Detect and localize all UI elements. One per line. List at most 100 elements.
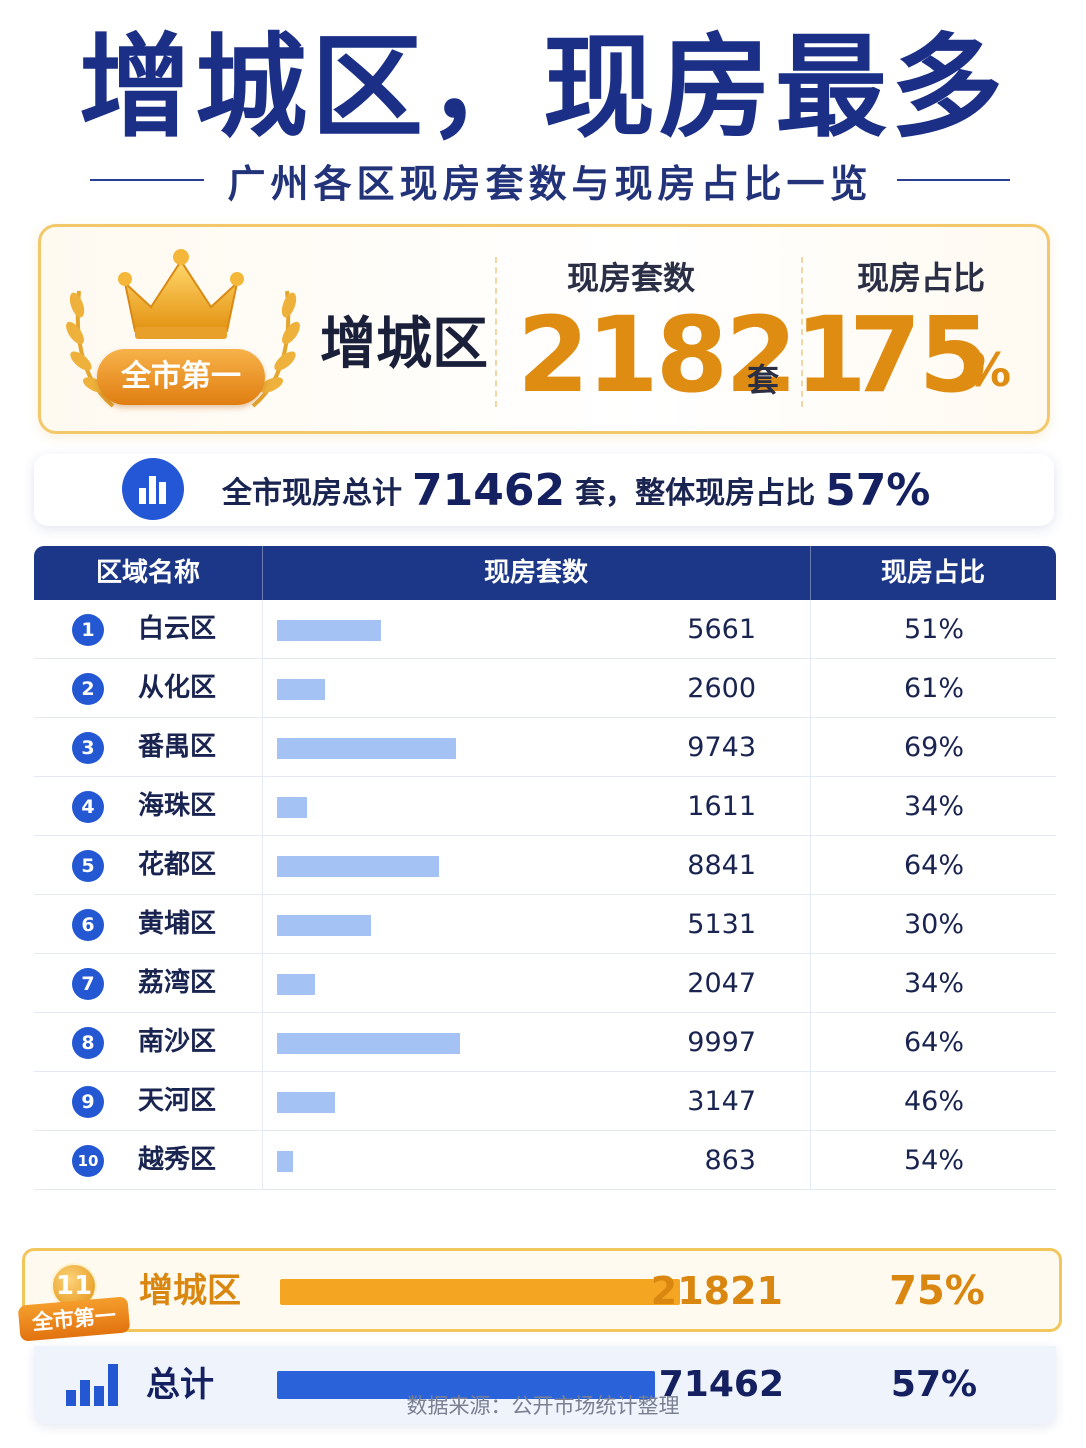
district-table: 区域名称 现房套数 现房占比 10 越秀区 863 54% 9 天河区 3147 46% 8 南沙…: [17, 546, 1062, 1424]
table-row: 4 海珠区 1611 34%: [34, 777, 1056, 836]
bar-增城区: [280, 1279, 680, 1305]
column-divider: [810, 1072, 811, 1131]
row-rank-badge: 4: [72, 791, 104, 823]
bar-花都区: [277, 856, 439, 877]
summary-share: 57%: [825, 464, 931, 516]
share-label: 现房占比: [856, 259, 985, 297]
row-count: 9997: [687, 1027, 756, 1058]
row-count: 8841: [687, 850, 756, 881]
column-divider: [810, 718, 811, 777]
row-rank-badge: 9: [72, 1086, 104, 1118]
column-divider: [262, 954, 263, 1013]
row-share: 75%: [889, 1268, 985, 1314]
column-divider: [810, 1131, 811, 1190]
summary-total: 71462: [412, 464, 566, 516]
count-value: 21821: [517, 294, 867, 416]
bar-番禺区: [277, 738, 456, 759]
bar-南沙区: [277, 1033, 460, 1054]
bar-total: [277, 1371, 655, 1399]
table-row: 10 越秀区 863 54%: [34, 1131, 1056, 1190]
column-divider: [810, 836, 811, 895]
summary-middle: 套，整体现房占比: [575, 476, 816, 511]
row-count: 9743: [687, 732, 756, 763]
row-count: 863: [704, 1145, 756, 1176]
table-row: 2 从化区 2600 61%: [34, 659, 1056, 718]
bar-黄埔区: [277, 915, 371, 936]
column-divider: [262, 895, 263, 954]
top-district-name: 增城区: [320, 312, 488, 377]
bar-天河区: [277, 1092, 335, 1113]
table-row: 3 番禺区 9743 69%: [34, 718, 1056, 777]
subtitle-bar: 广州各区现房套数与现房占比一览: [90, 152, 1011, 208]
row-count: 5131: [687, 909, 756, 940]
column-divider: [262, 718, 263, 777]
row-rank-badge: 1: [72, 614, 104, 646]
total-row: 总计 71462 57%: [34, 1346, 1056, 1424]
row-district: 荔湾区: [138, 968, 217, 998]
table-row: 6 黄埔区 5131 30%: [34, 895, 1056, 954]
column-divider: [262, 1131, 263, 1190]
column-divider: [810, 954, 811, 1013]
row-count: 1611: [687, 791, 756, 822]
column-divider: [810, 895, 811, 954]
share-unit: %: [965, 343, 1012, 397]
table-row: 5 花都区 8841 64%: [34, 836, 1056, 895]
crown-icon: [118, 249, 244, 339]
header-count: 现房套数: [483, 558, 588, 588]
row-district: 越秀区: [138, 1145, 217, 1175]
champion-badge: 全市第一: [63, 241, 303, 421]
row-district: 花都区: [138, 850, 217, 880]
summary-prefix: 全市现房总计: [222, 476, 402, 511]
column-divider: [262, 1072, 263, 1131]
subtitle-left-rule: [90, 179, 204, 181]
bar-荔湾区: [277, 974, 315, 995]
row-share: 46%: [903, 1086, 964, 1117]
row-rank-badge: 3: [72, 732, 104, 764]
row-count: 5661: [687, 614, 756, 645]
bar-海珠区: [277, 797, 307, 818]
bar-chart-icon: [66, 1364, 118, 1406]
champion-tag: 全市第一: [17, 1296, 131, 1342]
row-district: 从化区: [138, 673, 217, 703]
row-share: 34%: [903, 791, 964, 822]
row-count: 21821: [650, 1269, 783, 1313]
row-count: 2047: [687, 968, 756, 999]
row-rank-badge: 6: [72, 909, 104, 941]
row-district: 海珠区: [138, 791, 217, 821]
table-row: 7 荔湾区 2047 34%: [34, 954, 1056, 1013]
header-divider: [262, 546, 263, 600]
count-unit: 套: [747, 361, 780, 399]
table-row: 8 南沙区 9997 64%: [34, 1013, 1056, 1072]
bar-白云区: [277, 620, 381, 641]
row-share: 69%: [903, 732, 964, 763]
row-share: 64%: [903, 1027, 964, 1058]
row-rank-badge: 8: [72, 1027, 104, 1059]
table-body: 10 越秀区 863 54% 9 天河区 3147 46% 8 南沙区 9997 64% 7 荔湾区 204…: [17, 600, 1062, 1424]
row-share: 61%: [903, 673, 964, 704]
column-divider: [262, 600, 263, 659]
column-divider: [262, 659, 263, 718]
column-divider: [810, 1013, 811, 1072]
laurel-right-icon: [251, 290, 300, 408]
row-district: 黄埔区: [138, 909, 217, 939]
header-district: 区域名称: [95, 558, 200, 588]
subtitle-right-rule: [896, 179, 1011, 181]
row-share: 54%: [903, 1145, 964, 1176]
column-divider: [810, 777, 811, 836]
column-divider: [810, 659, 811, 718]
row-district: 增城区: [139, 1271, 241, 1311]
count-label: 现房套数: [566, 259, 695, 297]
row-rank-badge: 2: [72, 673, 104, 705]
city-summary: 全市现房总计 71462 套，整体现房占比 57%: [34, 454, 1054, 526]
bar-chart-icon: [122, 458, 184, 520]
row-share: 34%: [903, 968, 964, 999]
column-divider: [262, 1013, 263, 1072]
total-share: 57%: [890, 1364, 978, 1405]
share-value: 75: [849, 294, 991, 416]
row-count: 2600: [687, 673, 756, 704]
total-label: 总计: [146, 1365, 214, 1405]
row-district: 南沙区: [138, 1027, 217, 1057]
bar-越秀区: [277, 1151, 293, 1172]
table-row: 1 白云区 5661 51%: [34, 600, 1056, 659]
row-share: 30%: [903, 909, 964, 940]
